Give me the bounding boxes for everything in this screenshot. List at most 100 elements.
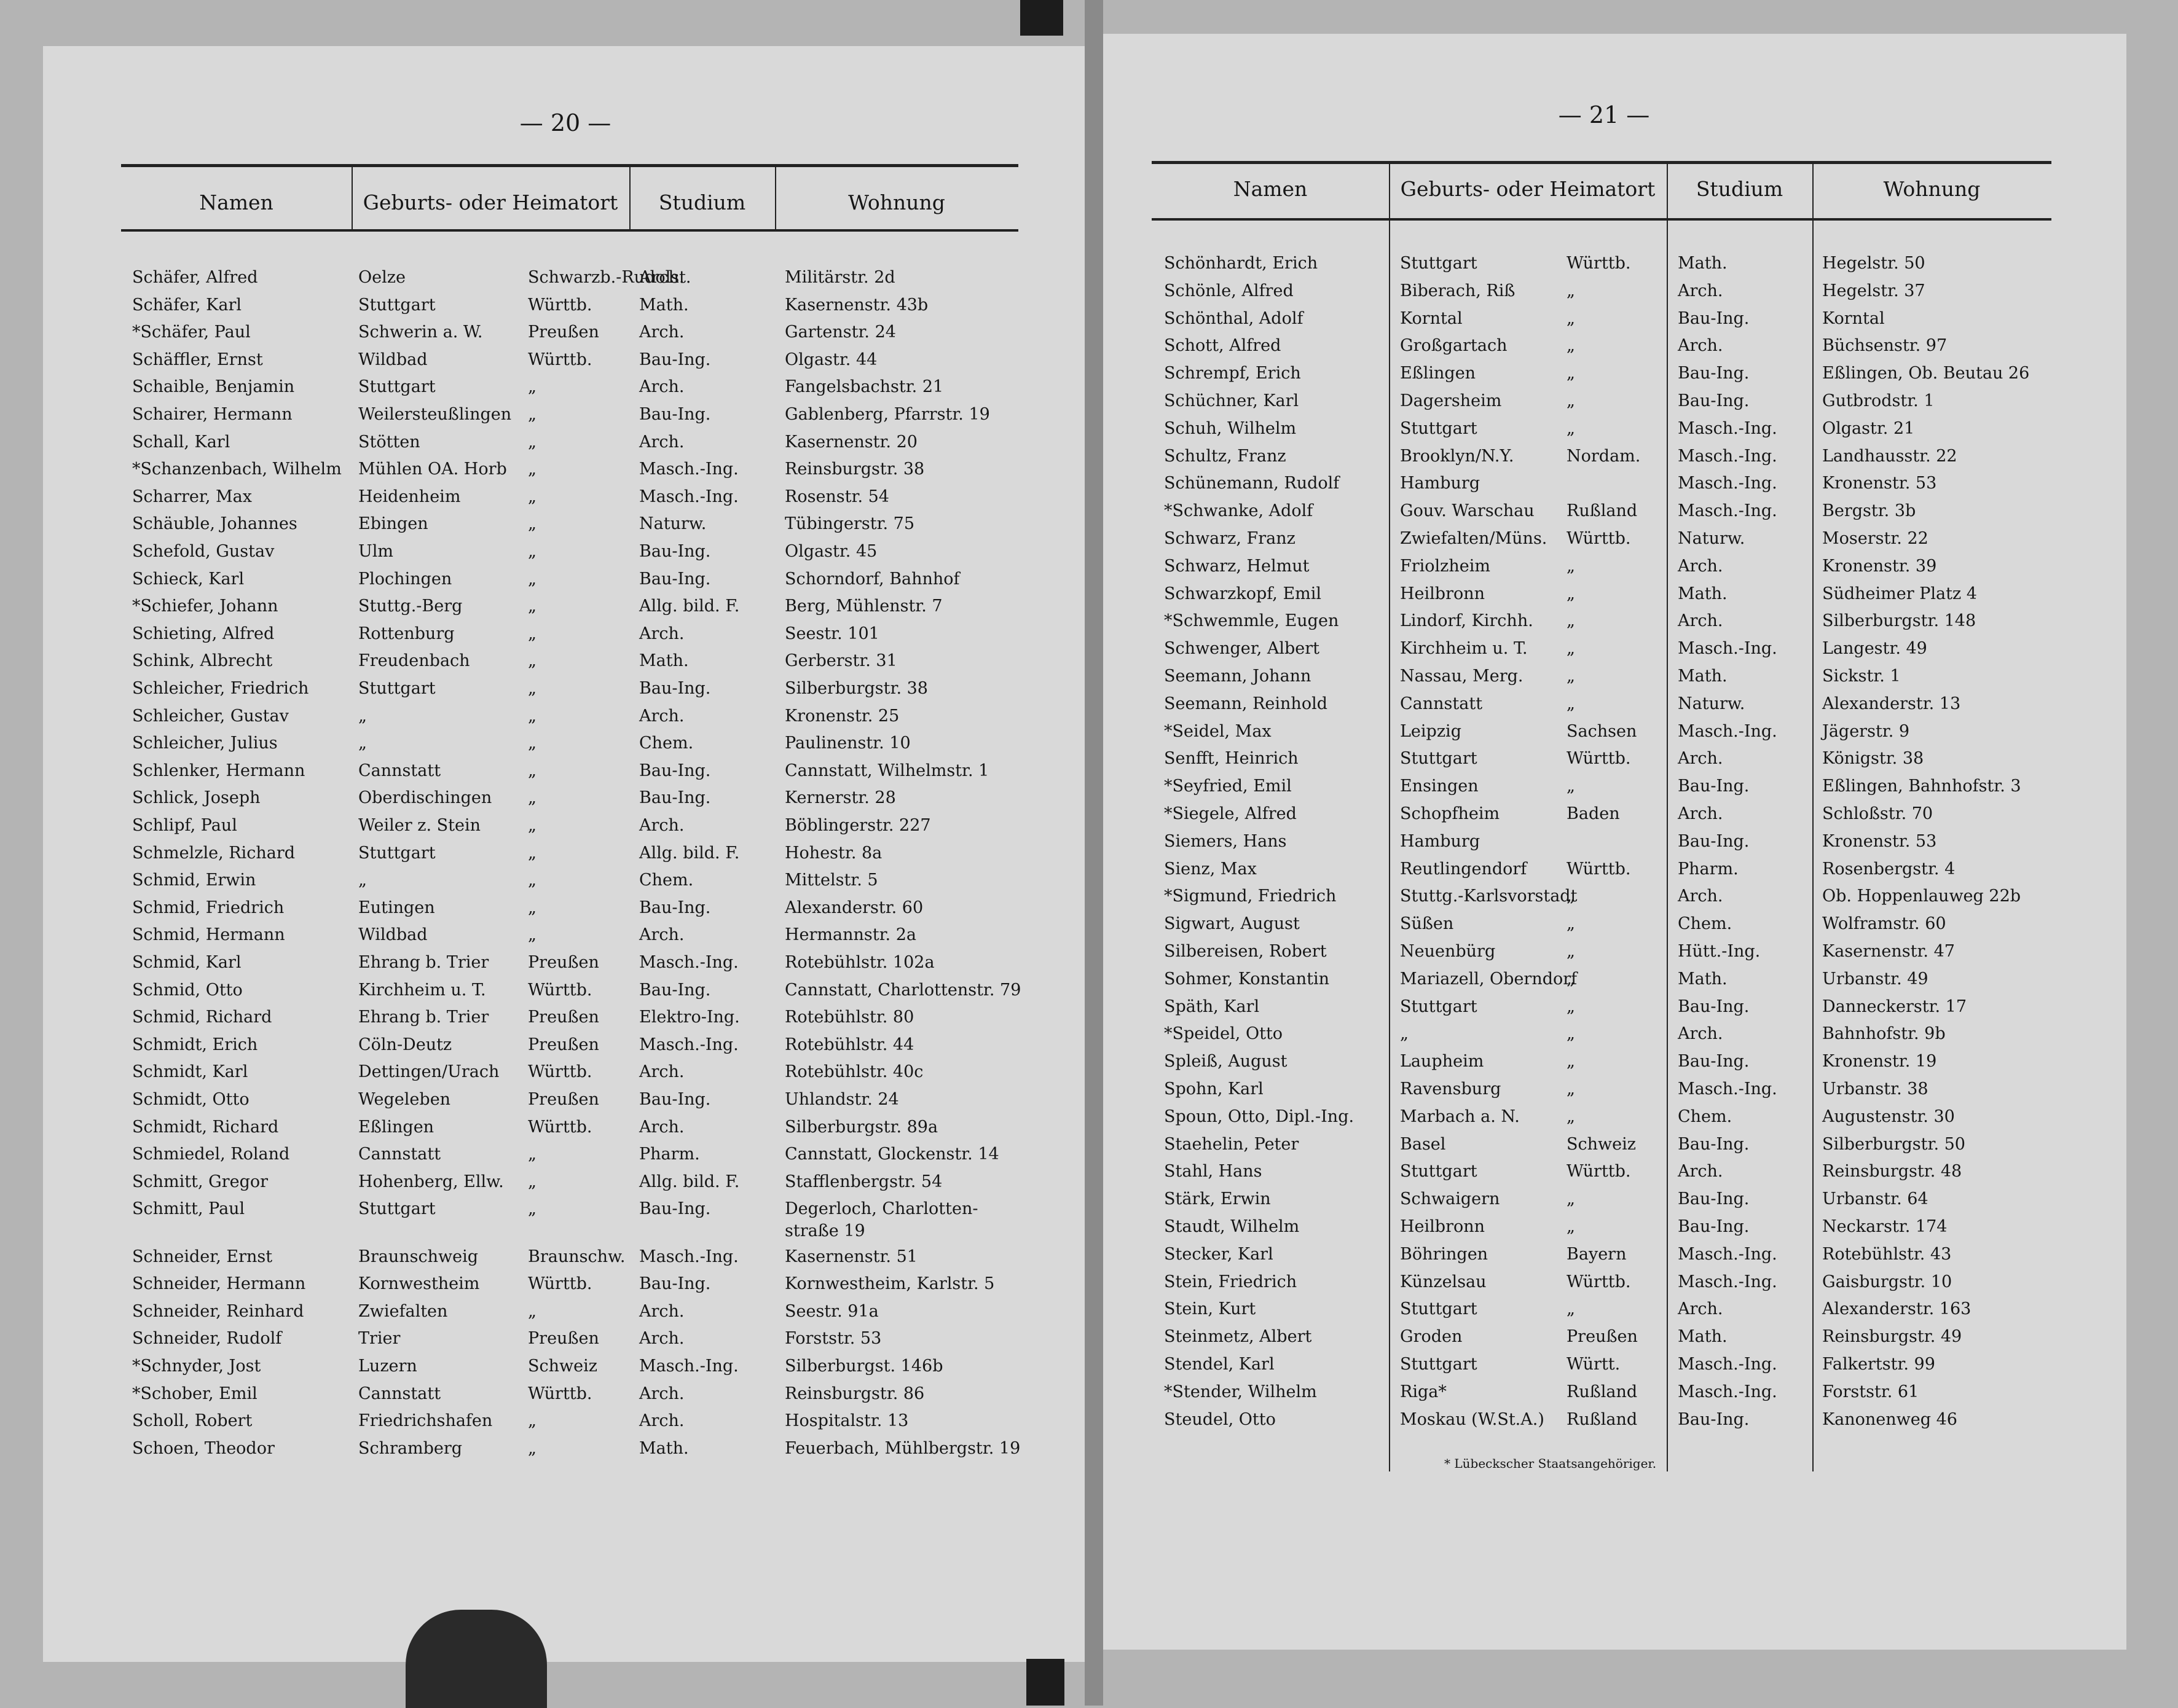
cell: Cannstatt [358, 761, 441, 780]
cell: Württb. [528, 1384, 592, 1403]
binding [1085, 0, 1103, 1706]
cell: Steudel, Otto [1164, 1409, 1276, 1429]
cell: Wildbad [358, 925, 428, 945]
cell: „ [1567, 1107, 1575, 1126]
cell: Militärstr. 2d [785, 268, 895, 287]
cell: Schwarzb.-Rudolst. [528, 268, 691, 287]
cell: Mittelstr. 5 [785, 871, 878, 890]
cell: Württb. [528, 1062, 592, 1082]
cell: Olgastr. 21 [1822, 418, 1915, 438]
cell: „ [1567, 391, 1575, 410]
cell: Stendel, Karl [1164, 1355, 1275, 1374]
cell: „ [528, 1145, 537, 1164]
cell: Hospitalstr. 13 [785, 1411, 909, 1431]
cell: „ [1567, 694, 1575, 713]
cell: „ [528, 871, 537, 890]
cell: „ [528, 706, 537, 726]
cell: Lindorf, Kirchh. [1400, 611, 1533, 631]
cell: Stuttgart [1400, 749, 1477, 769]
cell: Gutbrodstr. 1 [1822, 391, 1935, 410]
cell: Hohenberg, Ellw. [358, 1172, 504, 1191]
cell: Masch.-Ing. [1678, 1079, 1777, 1099]
top-rule [121, 164, 1018, 167]
cell: Kanonenweg 46 [1822, 1409, 1957, 1429]
cell: Ulm [358, 542, 393, 561]
cell: Bayern [1567, 1244, 1627, 1264]
cell: Brooklyn/N.Y. [1400, 446, 1514, 466]
cell: „ [1567, 418, 1575, 438]
cell: Riga* [1400, 1382, 1447, 1401]
cell: Ehrang b. Trier [358, 953, 489, 972]
cell: Bau-Ing. [639, 980, 711, 1000]
cell: Dagersheim [1400, 391, 1502, 410]
cell: Schieck, Karl [132, 569, 245, 589]
cell: Masch.-Ing. [639, 1035, 739, 1054]
cell: Spohn, Karl [1164, 1079, 1264, 1099]
cell: Ravensburg [1400, 1079, 1501, 1099]
cell: Schoen, Theodor [132, 1438, 275, 1458]
cell: „ [358, 734, 367, 753]
cell: „ [1567, 336, 1575, 356]
cell: Kronenstr. 25 [785, 706, 900, 726]
cell: Rosenbergstr. 4 [1822, 859, 1956, 879]
cell: Stuttgart [358, 843, 436, 863]
cell: Zwiefalten [358, 1301, 448, 1321]
cell: Schott, Alfred [1164, 336, 1281, 356]
cell: Jägerstr. 9 [1822, 721, 1910, 741]
cell: Urbanstr. 38 [1822, 1079, 1928, 1099]
cell: Mühlen OA. Horb [358, 460, 507, 479]
cell: Schefold, Gustav [132, 542, 275, 561]
cell: Bergstr. 3b [1822, 501, 1916, 521]
cell: Reutlingendorf [1400, 859, 1527, 879]
cell: Gartenstr. 24 [785, 323, 896, 342]
cell: Schopfheim [1400, 804, 1500, 823]
cell: Württb. [528, 350, 592, 369]
cell: „ [1567, 997, 1575, 1016]
cell: Masch.-Ing. [1678, 639, 1777, 659]
column-rule [1667, 161, 1668, 1471]
cell: Sachsen [1567, 721, 1637, 741]
cell: Südheimer Platz 4 [1822, 584, 1977, 603]
cell: Preußen [528, 1329, 599, 1349]
cell: Schieting, Alfred [132, 624, 275, 643]
cell: Stuttg.-Karlsvorstadt [1400, 887, 1578, 906]
cell: Masch.-Ing. [639, 487, 739, 506]
cell: Degerloch, Charlotten- straße 19 [785, 1199, 978, 1241]
cell: Sigwart, August [1164, 914, 1300, 934]
cell: Preußen [528, 1090, 599, 1109]
cell: Leipzig [1400, 721, 1461, 741]
clip-bottom [1026, 1659, 1064, 1706]
cell: Math. [639, 295, 689, 315]
cell: *Siegele, Alfred [1164, 804, 1297, 823]
cell: „ [1567, 1079, 1575, 1099]
cell: Uhlandstr. 24 [785, 1090, 899, 1109]
header-rule [121, 229, 1018, 232]
cell: Chem. [1678, 1107, 1732, 1126]
cell: Späth, Karl [1164, 997, 1260, 1016]
cell: Staudt, Wilhelm [1164, 1217, 1300, 1236]
cell: Preußen [528, 1008, 599, 1027]
cell: Ob. Hoppenlauweg 22b [1822, 887, 2021, 906]
cell: Schleicher, Julius [132, 734, 278, 753]
cell: Friedrichshafen [358, 1411, 493, 1431]
cell: „ [528, 569, 537, 589]
cell: Oelze [358, 268, 406, 287]
cell: Cannstatt, Wilhelmstr. 1 [785, 761, 989, 780]
cell: Schorndorf, Bahnhof [785, 569, 960, 589]
cell: *Stender, Wilhelm [1164, 1382, 1317, 1401]
cell: Rußland [1567, 1409, 1638, 1429]
cell: Schwarz, Helmut [1164, 556, 1310, 576]
clip-top [1020, 0, 1063, 36]
cell: Bau-Ing. [1678, 1134, 1750, 1154]
cell: Arch. [639, 624, 685, 643]
cell: Masch.-Ing. [1678, 1355, 1777, 1374]
cell: Siemers, Hans [1164, 831, 1287, 851]
cell: Gouv. Warschau [1400, 501, 1535, 521]
cell: Silbereisen, Robert [1164, 942, 1327, 961]
cell: Hermannstr. 2a [785, 925, 916, 945]
cell: *Seidel, Max [1164, 721, 1272, 741]
cell: Schultz, Franz [1164, 446, 1286, 466]
cell: Schmidt, Erich [132, 1035, 258, 1054]
column-header: Studium [1696, 177, 1783, 201]
cell: Bau-Ing. [1678, 1409, 1750, 1429]
